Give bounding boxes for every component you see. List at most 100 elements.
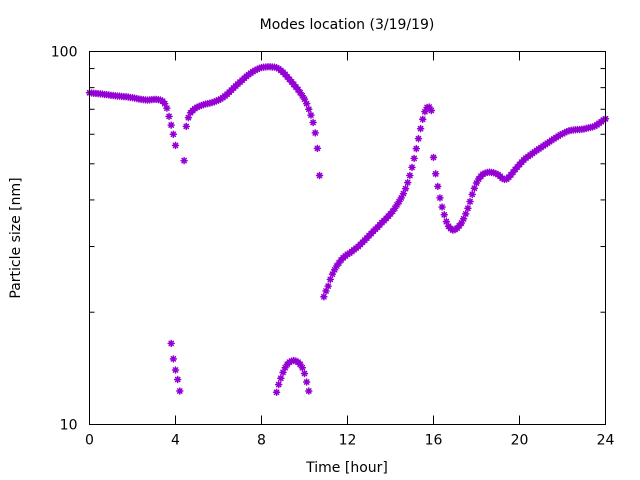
data-point xyxy=(253,65,261,74)
y-tick-label: 100 xyxy=(51,45,78,61)
data-point xyxy=(412,144,421,153)
data-point xyxy=(305,105,313,114)
axis-tick-labels: 0 4 8 12 16 20 24 10 100 xyxy=(51,45,615,449)
data-point xyxy=(401,184,410,193)
data-point xyxy=(410,154,418,163)
data-point xyxy=(184,113,193,122)
data-point xyxy=(279,368,287,377)
data-point xyxy=(425,103,433,111)
data-point xyxy=(171,141,180,150)
data-point xyxy=(173,375,182,384)
data-point xyxy=(272,63,281,72)
data-point xyxy=(180,156,188,165)
data-point xyxy=(296,88,304,97)
data-point xyxy=(457,219,466,227)
data-point xyxy=(328,270,337,278)
data-point xyxy=(302,99,311,108)
data-point xyxy=(414,134,423,143)
data-point xyxy=(335,259,343,267)
data-point xyxy=(560,128,569,137)
data-point xyxy=(315,171,324,180)
x-axis-label: Time [hour] xyxy=(305,460,388,476)
data-point xyxy=(464,204,472,212)
data-point xyxy=(459,215,468,223)
chart-title: Modes location (3/19/19) xyxy=(260,17,435,33)
data-point xyxy=(479,170,487,178)
data-point xyxy=(193,103,201,111)
data-point xyxy=(302,378,311,386)
data-point xyxy=(210,98,218,106)
data-point xyxy=(468,190,476,199)
data-point xyxy=(438,203,446,211)
x-tick-label: 24 xyxy=(597,433,615,449)
data-point xyxy=(498,174,507,183)
data-point xyxy=(195,102,203,111)
data-point xyxy=(419,115,427,124)
data-point xyxy=(333,262,341,270)
data-point xyxy=(429,153,438,162)
data-point xyxy=(294,85,302,94)
x-tick-label: 4 xyxy=(171,433,180,449)
data-point xyxy=(466,197,474,206)
data-point xyxy=(212,97,221,105)
data-point xyxy=(442,217,451,226)
x-tick-label: 0 xyxy=(85,433,94,449)
data-point xyxy=(395,197,403,206)
data-point xyxy=(274,380,283,389)
data-point xyxy=(305,387,313,395)
plot-frame xyxy=(89,51,606,425)
data-point xyxy=(169,130,178,138)
data-point xyxy=(296,360,304,369)
data-point xyxy=(320,293,328,301)
data-point xyxy=(272,388,281,397)
data-point xyxy=(397,194,405,202)
y-tick-label: 10 xyxy=(60,418,78,434)
data-point xyxy=(167,121,175,129)
data-point xyxy=(171,366,180,374)
data-point xyxy=(472,179,481,187)
data-point xyxy=(165,112,173,121)
data-point xyxy=(251,66,259,75)
data-point xyxy=(588,123,597,131)
data-point xyxy=(326,275,335,284)
data-point xyxy=(182,122,190,131)
data-point xyxy=(408,163,416,172)
data-point xyxy=(313,144,322,153)
data-point xyxy=(434,182,442,191)
data-point xyxy=(330,265,339,274)
data-point xyxy=(558,129,567,138)
data-point xyxy=(440,211,448,219)
data-point xyxy=(163,104,171,112)
data-point xyxy=(176,387,184,395)
data-point xyxy=(388,207,397,216)
data-point xyxy=(393,201,401,209)
data-point xyxy=(421,107,429,116)
data-point xyxy=(298,363,307,372)
data-point xyxy=(309,118,317,127)
data-point xyxy=(169,355,178,363)
data-point xyxy=(416,124,425,133)
data-point xyxy=(462,210,470,218)
data-point xyxy=(324,282,332,290)
data-point xyxy=(307,111,315,119)
x-tick-label: 16 xyxy=(425,433,443,449)
x-tick-label: 12 xyxy=(339,433,357,449)
data-point xyxy=(492,169,500,178)
data-point xyxy=(161,99,169,108)
data-point xyxy=(436,194,444,202)
data-point xyxy=(399,189,408,198)
data-point xyxy=(322,287,330,295)
data-point xyxy=(311,129,319,137)
y-axis-label: Particle size [nm] xyxy=(8,177,24,298)
data-point xyxy=(281,363,289,372)
data-point xyxy=(391,204,399,212)
data-point xyxy=(556,131,565,139)
data-point xyxy=(427,106,436,115)
x-tick-label: 20 xyxy=(511,433,529,449)
data-point xyxy=(167,339,175,348)
data-point xyxy=(403,178,412,187)
data-point xyxy=(277,374,285,383)
data-point xyxy=(563,127,571,136)
